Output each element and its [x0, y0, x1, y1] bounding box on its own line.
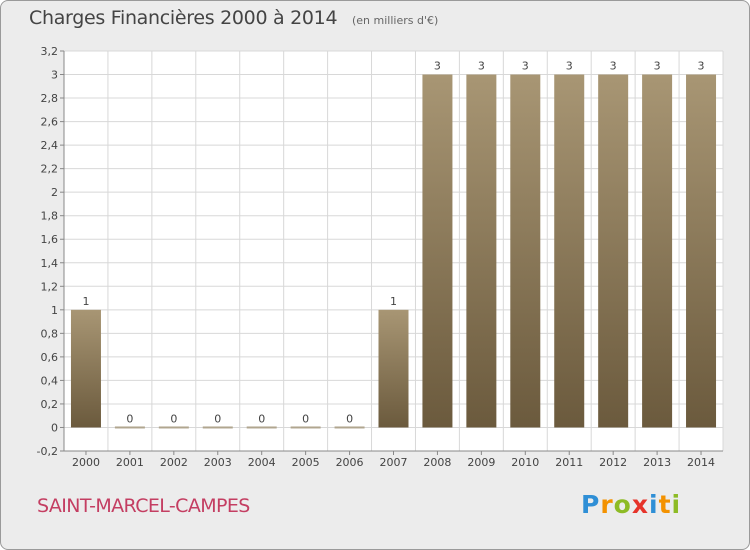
bar-2001 — [114, 426, 145, 429]
proxiti-logo[interactable]: Proxiti — [581, 490, 681, 519]
y-tick-label: 0 — [51, 421, 58, 434]
value-label-2004: 0 — [258, 412, 265, 425]
logo-letter: x — [631, 490, 649, 519]
axes: -0,2 0 0,2 0,4 0,6 0,8 1 1,2 1,4 1,6 1,8 2 2,2 2,4 2,6… — [37, 45, 723, 469]
chart-title: Charges Financières 2000 à 2014 — [29, 7, 338, 29]
value-label-2001: 0 — [126, 412, 133, 425]
value-label-2005: 0 — [302, 412, 309, 425]
y-tick-label: 1,2 — [41, 280, 59, 293]
bar-2006 — [334, 426, 365, 429]
logo-letter: P — [581, 490, 601, 519]
x-tick-label-2005: 2005 — [292, 456, 320, 469]
logo-letter: i — [671, 490, 682, 519]
x-tick-label-2007: 2007 — [380, 456, 408, 469]
logo-letter: r — [600, 490, 614, 519]
value-label-2006: 0 — [346, 412, 353, 425]
value-label-2000: 1 — [82, 295, 89, 308]
y-tick-label: 1,4 — [41, 257, 59, 270]
y-tick-label: 2,4 — [41, 139, 59, 152]
bar-2004 — [246, 426, 277, 429]
y-tick-label: 3,2 — [41, 45, 59, 58]
y-tick-label: 1,8 — [41, 210, 59, 223]
value-label-2011: 3 — [566, 60, 573, 73]
y-tick-label: 2 — [51, 186, 58, 199]
value-label-2007: 1 — [390, 295, 397, 308]
x-tick-label-2006: 2006 — [336, 456, 364, 469]
y-tick-label: 0,8 — [41, 327, 59, 340]
bar-2007 — [378, 309, 409, 428]
x-tick-label-2013: 2013 — [643, 456, 671, 469]
y-tick-label: 1 — [51, 304, 58, 317]
bar-2000 — [70, 309, 101, 428]
bar-2003 — [202, 426, 233, 429]
value-label-2008: 3 — [434, 60, 441, 73]
x-tick-label-2002: 2002 — [160, 456, 188, 469]
logo-letter: t — [658, 490, 672, 519]
x-tick-label-2012: 2012 — [599, 456, 627, 469]
chart-subtitle: (en milliers d'€) — [352, 14, 439, 27]
x-tick-label-2014: 2014 — [687, 456, 715, 469]
bar-2014 — [686, 74, 717, 428]
bar-2012 — [598, 74, 629, 428]
bar-2008 — [422, 74, 453, 428]
y-tick-label: 0,6 — [41, 351, 59, 364]
bar-2010 — [510, 74, 541, 428]
value-label-2013: 3 — [654, 60, 661, 73]
y-tick-label: 2,2 — [41, 163, 59, 176]
bars — [70, 74, 717, 429]
bar-2005 — [290, 426, 321, 429]
y-tick-label: 2,6 — [41, 116, 59, 129]
y-tick-label: 1,6 — [41, 233, 59, 246]
y-tick-label: 0,4 — [41, 374, 59, 387]
x-tick-label-2011: 2011 — [555, 456, 583, 469]
bar-2009 — [466, 74, 497, 428]
bar-2011 — [554, 74, 585, 428]
value-label-2010: 3 — [522, 60, 529, 73]
value-label-2014: 3 — [698, 60, 705, 73]
bar-2013 — [642, 74, 673, 428]
x-tick-label-2000: 2000 — [72, 456, 100, 469]
logo-letter: i — [649, 490, 659, 519]
x-tick-label-2001: 2001 — [116, 456, 144, 469]
y-tick-label: 3 — [51, 69, 58, 82]
bar-2002 — [158, 426, 189, 429]
value-label-2002: 0 — [170, 412, 177, 425]
y-tick-label: 2,8 — [41, 92, 59, 105]
commune-name: SAINT-MARCEL-CAMPES — [37, 495, 250, 517]
value-labels: 1 0 0 0 0 0 0 1 3 3 3 3 3 3 3 — [82, 60, 704, 426]
y-tick-label: 0,2 — [41, 398, 59, 411]
value-label-2012: 3 — [610, 60, 617, 73]
logo-letter: o — [613, 490, 632, 519]
x-tick-label-2010: 2010 — [511, 456, 539, 469]
value-label-2009: 3 — [478, 60, 485, 73]
x-tick-label-2008: 2008 — [423, 456, 451, 469]
y-tick-label: -0,2 — [37, 445, 58, 458]
x-tick-label-2003: 2003 — [204, 456, 232, 469]
x-tick-label-2009: 2009 — [467, 456, 495, 469]
x-tick-label-2004: 2004 — [248, 456, 276, 469]
value-label-2003: 0 — [214, 412, 221, 425]
